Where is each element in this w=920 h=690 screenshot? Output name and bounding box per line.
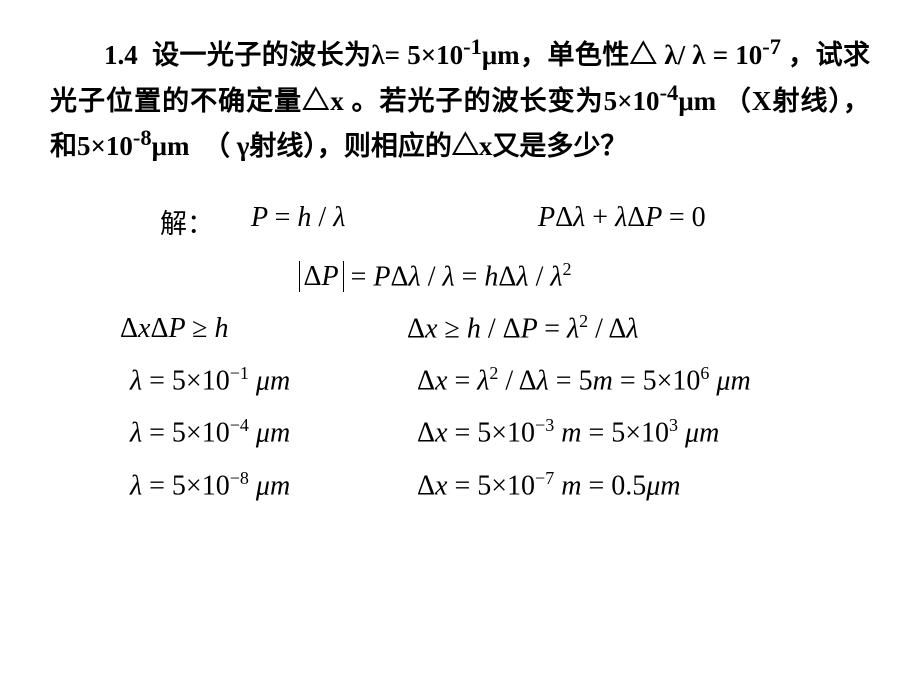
eq-uncertainty: ΔxΔP ≥ h <box>120 313 400 345</box>
eq-delta-x: Δx ≥ h / ΔP = λ2 / Δλ <box>407 311 639 345</box>
case3-lambda: λ = 5×10−8 μm <box>130 468 410 502</box>
eq-differential: PΔλ + λΔP = 0 <box>538 202 706 234</box>
case2-result: Δx = 5×10−3 m = 5×103 μm <box>417 415 719 449</box>
case2-lambda: λ = 5×10−4 μm <box>130 415 410 449</box>
eq-delta-p: ΔP = PΔλ / λ = hΔλ / λ2 <box>0 259 870 293</box>
problem-number: 1.4 <box>104 40 138 70</box>
case3-result: Δx = 5×10−7 m = 0.5μm <box>417 468 681 502</box>
solution-label: 解： <box>160 202 214 241</box>
eq-momentum: P = h / λ <box>251 202 531 234</box>
case1-lambda: λ = 5×10−1 μm <box>130 363 410 397</box>
problem-statement: 1.4 设一光子的波长为λ= 5×10-1μm，单色性△ λ/ λ = 10-7… <box>50 30 870 167</box>
solution-block: 解： P = h / λ PΔλ + λΔP = 0 ΔP = PΔλ / λ … <box>50 202 870 503</box>
case1-result: Δx = λ2 / Δλ = 5m = 5×106 μm <box>417 363 751 397</box>
